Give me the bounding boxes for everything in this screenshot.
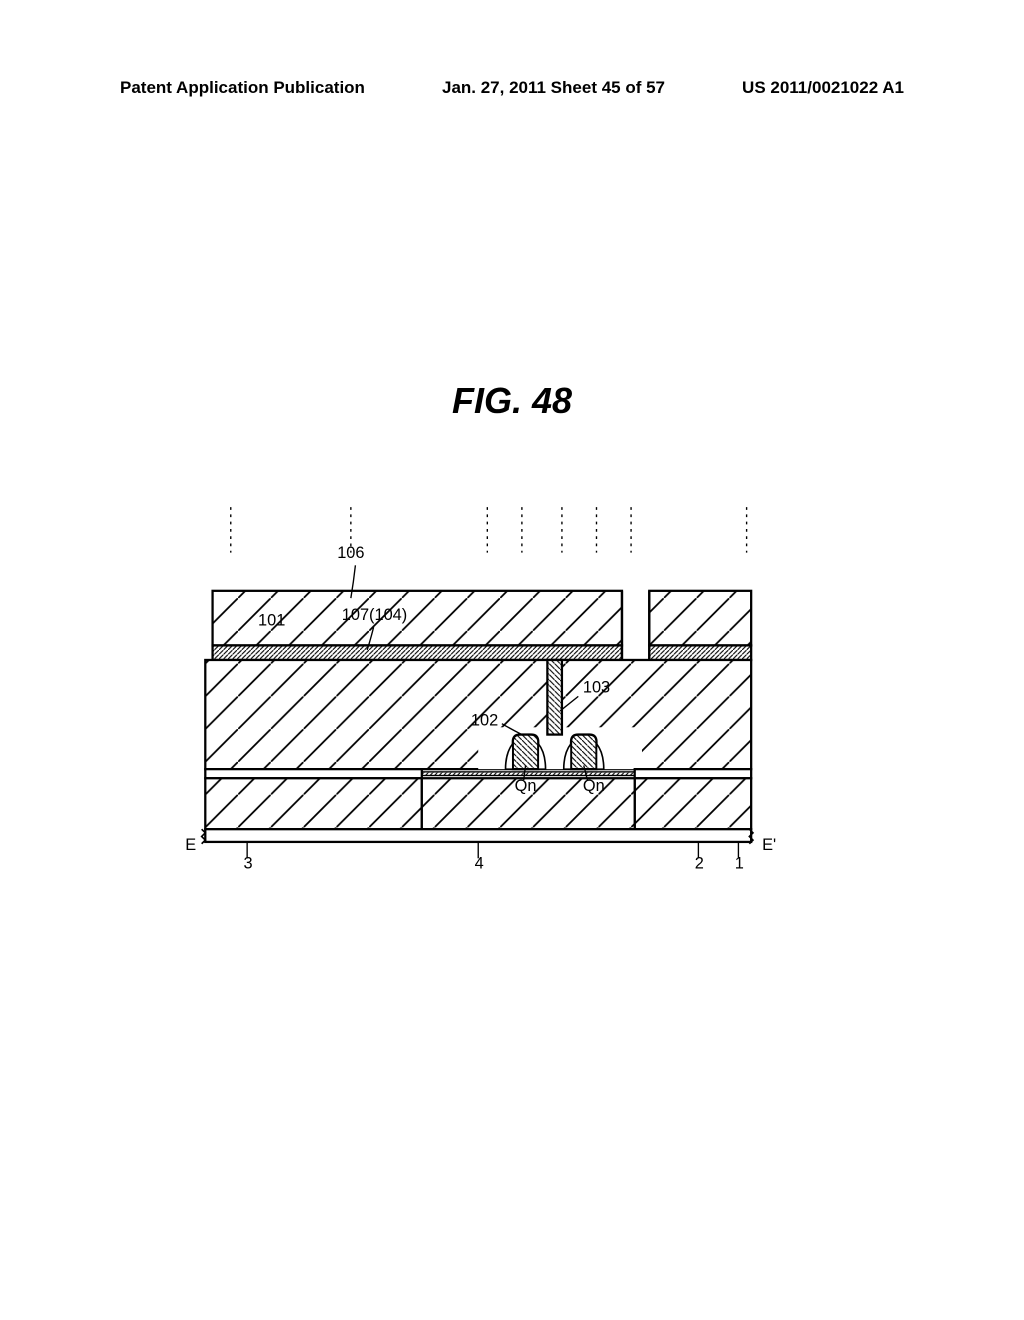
svg-text:1: 1 bbox=[735, 854, 744, 872]
svg-text:E: E bbox=[185, 836, 196, 854]
svg-text:107(104): 107(104) bbox=[342, 606, 408, 624]
svg-text:102: 102 bbox=[471, 711, 498, 729]
svg-text:103: 103 bbox=[583, 679, 610, 697]
svg-text:4: 4 bbox=[475, 854, 484, 872]
svg-text:106: 106 bbox=[337, 544, 364, 562]
svg-text:E': E' bbox=[762, 836, 776, 854]
figure-title: FIG. 48 bbox=[0, 380, 1024, 422]
svg-text:Qn: Qn bbox=[583, 777, 605, 795]
svg-text:Qn: Qn bbox=[515, 777, 537, 795]
header-left: Patent Application Publication bbox=[120, 78, 365, 98]
page-header: Patent Application Publication Jan. 27, … bbox=[0, 78, 1024, 98]
svg-text:3: 3 bbox=[244, 854, 253, 872]
svg-text:101: 101 bbox=[258, 611, 285, 629]
header-right: US 2011/0021022 A1 bbox=[742, 78, 904, 98]
header-center: Jan. 27, 2011 Sheet 45 of 57 bbox=[442, 78, 665, 98]
figure-48: 106 101 107(104) 103 102 Qn Qn E E' 3 4 2 1 bbox=[178, 480, 783, 920]
cross-section-diagram: 106 101 107(104) 103 102 Qn Qn E E' 3 4 2 1 bbox=[178, 480, 783, 920]
svg-text:2: 2 bbox=[695, 854, 704, 872]
